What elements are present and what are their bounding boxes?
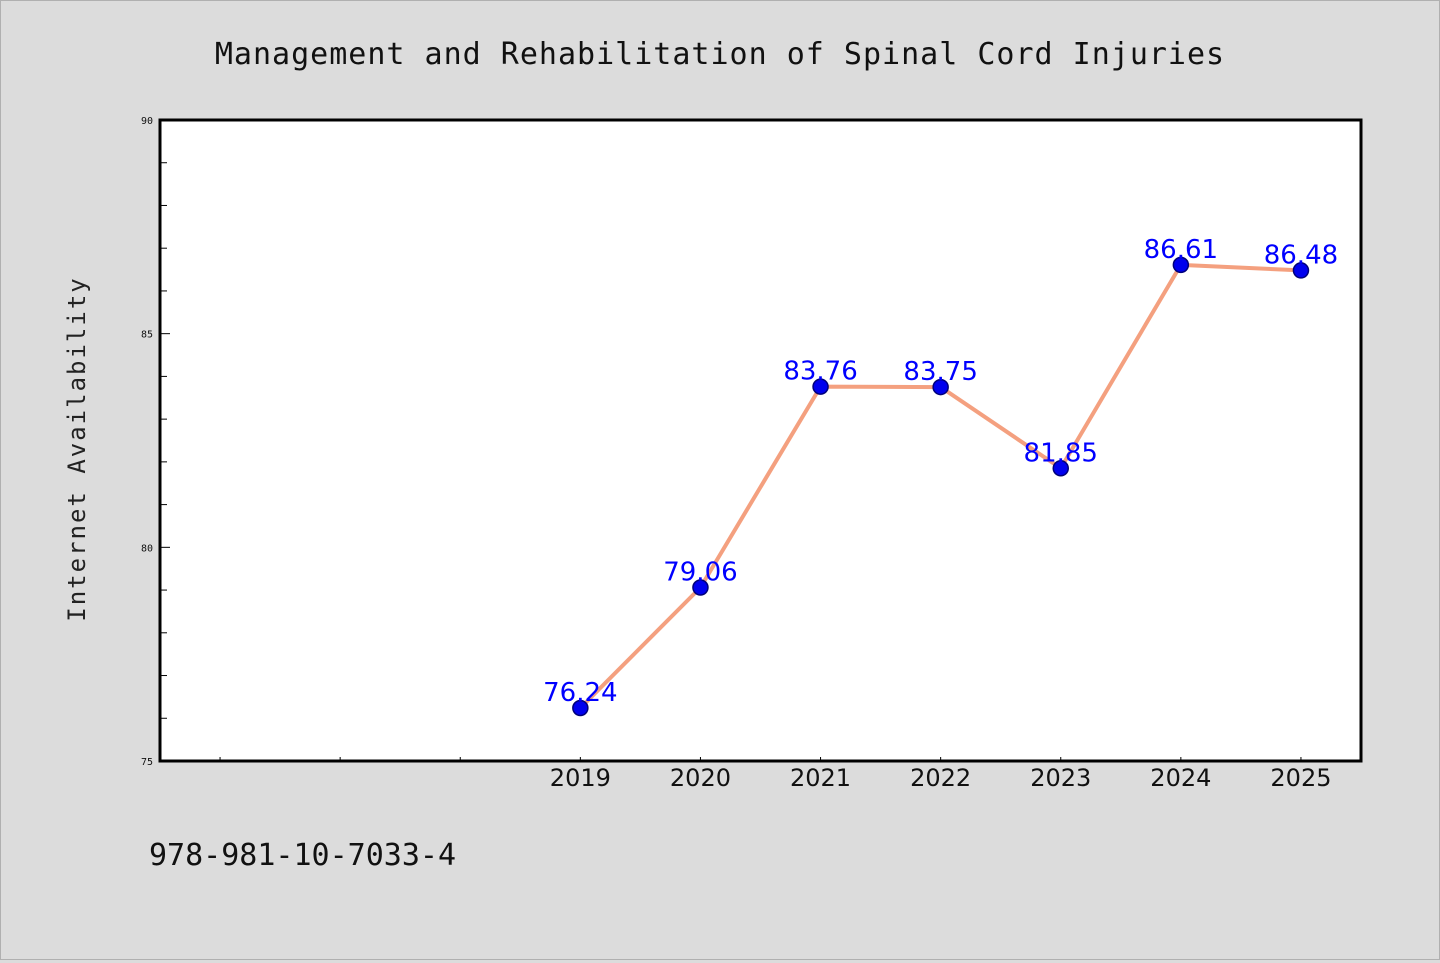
y-tick-label: 85: [141, 330, 153, 341]
data-label: 79.06: [663, 558, 737, 588]
data-point: [932, 378, 949, 396]
y-tick-label: 75: [141, 757, 153, 768]
chart-title: Management and Rehabilitation of Spinal …: [215, 37, 1225, 72]
y-axis-label: Internet Availability: [63, 276, 91, 621]
x-tick-label: 2019: [550, 764, 611, 792]
x-tick-label: 2023: [1030, 764, 1091, 792]
data-point: [572, 699, 589, 717]
data-label: 81.85: [1024, 438, 1098, 468]
data-label: 83.76: [783, 357, 857, 387]
y-tick-label: 90: [141, 116, 153, 127]
data-point: [812, 378, 829, 395]
y-axis-ticks: 75 80 85 90: [141, 116, 170, 768]
data-label: 76.24: [543, 678, 617, 708]
x-tick-label: 2022: [910, 764, 971, 792]
plot-area: [158, 118, 1363, 763]
data-point: [1172, 256, 1190, 274]
data-point: [692, 579, 709, 596]
data-point: [1292, 262, 1310, 279]
data-label: 83.75: [903, 357, 977, 387]
x-axis-ticks: 2019 2020 2021 2022 2023 2024 2025: [219, 757, 1331, 792]
x-tick-label: 2020: [670, 764, 731, 792]
isbn-label: 978-981-10-7033-4: [149, 838, 456, 873]
series-group: 76.24 79.06 83.76 83.75 81.85 86.61 86.48: [543, 235, 1338, 717]
y-tick-label: 80: [141, 543, 153, 554]
data-point: [1052, 460, 1069, 477]
data-label: 86.48: [1264, 240, 1338, 270]
x-tick-label: 2024: [1150, 764, 1211, 792]
data-label: 86.61: [1144, 235, 1218, 265]
x-tick-label: 2021: [790, 764, 851, 792]
x-tick-label: 2025: [1270, 764, 1331, 792]
